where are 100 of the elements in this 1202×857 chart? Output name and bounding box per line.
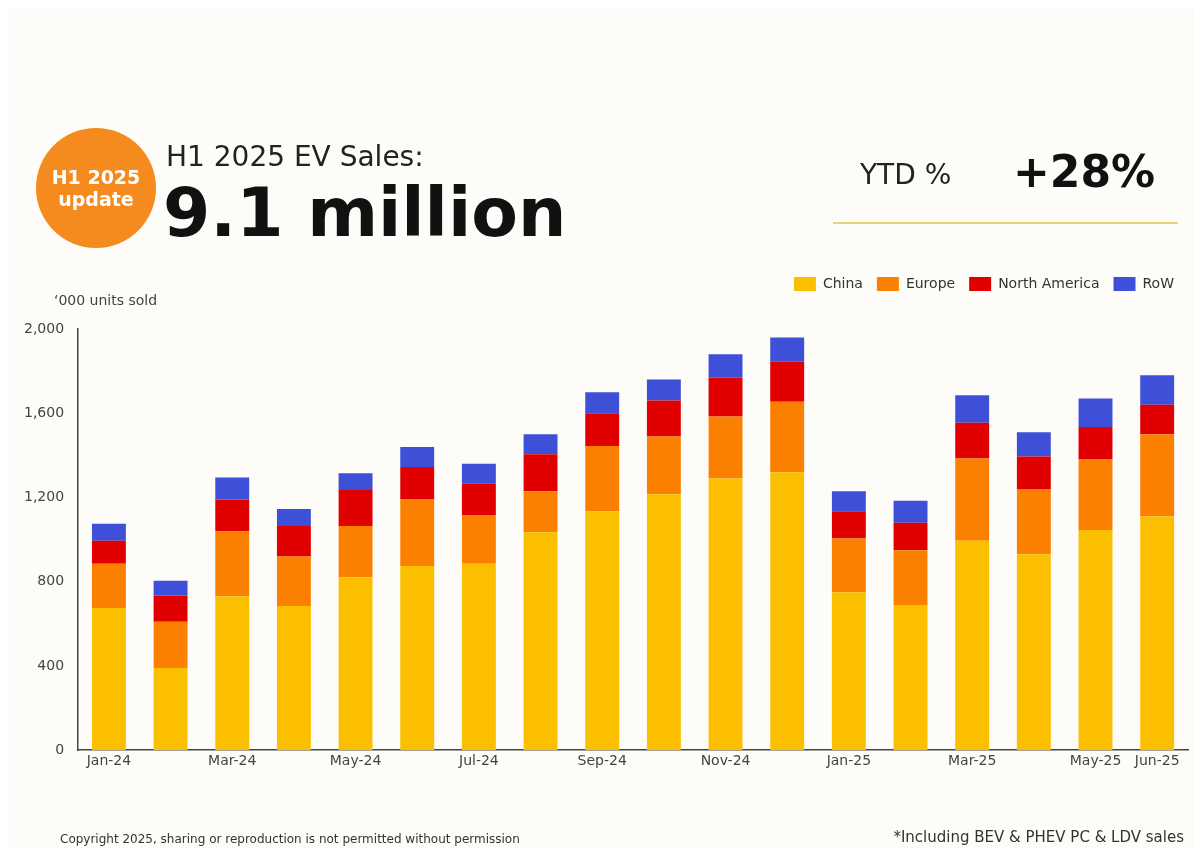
- bar: [215, 531, 250, 597]
- text: Copyright 2025, sharing or reproduction is not permitted without permission: [60, 832, 520, 846]
- bar: [338, 473, 373, 491]
- bar: [338, 490, 373, 526]
- bar: [1140, 434, 1175, 517]
- bar: [708, 478, 743, 751]
- bar: [1016, 432, 1051, 457]
- chart-subtitle: 9.1 million: [163, 173, 567, 252]
- bar: [831, 491, 866, 512]
- bar: [461, 483, 496, 516]
- bar: [585, 511, 620, 751]
- bar: [276, 605, 311, 751]
- bar: [153, 621, 188, 669]
- bar: [646, 494, 681, 751]
- text: +28%: [1013, 146, 1156, 197]
- x-tick-label: Jun-25: [1133, 752, 1180, 769]
- bar: [893, 500, 928, 523]
- bar: [400, 565, 435, 751]
- bar: [153, 595, 188, 622]
- legend-label: China: [822, 274, 863, 291]
- bar: [215, 499, 250, 532]
- bar: [1016, 489, 1051, 555]
- bar: [523, 434, 558, 455]
- bar: [276, 556, 311, 606]
- x-tick-label: Jul-24: [458, 752, 499, 769]
- bar: [523, 532, 558, 751]
- x-tick-label: Jan-24: [85, 752, 132, 769]
- bar: [1140, 375, 1175, 405]
- bar: [955, 540, 990, 751]
- bar: [1078, 530, 1113, 751]
- x-tick-label: May-24: [329, 752, 382, 769]
- bar: [461, 515, 496, 564]
- bar: [955, 422, 990, 459]
- y-tick-label: 1,200: [23, 488, 65, 505]
- bar: [831, 592, 866, 751]
- bar: [585, 392, 620, 414]
- bar: [91, 523, 126, 541]
- bar: [585, 413, 620, 446]
- bar: [893, 522, 928, 551]
- legend-label: Europe: [905, 274, 956, 291]
- text: *Including BEV & PHEV PC & LDV sales: [893, 828, 1184, 846]
- bar: [400, 446, 435, 467]
- bar: [91, 563, 126, 609]
- bar: [1016, 456, 1051, 490]
- bar: [276, 525, 311, 557]
- bar: [1016, 554, 1051, 751]
- bar: [646, 436, 681, 495]
- bar: [893, 604, 928, 751]
- x-tick-label: Sep-24: [577, 752, 627, 769]
- bar: [893, 550, 928, 605]
- y-tick-label: 2,000: [23, 319, 65, 336]
- bar: [523, 454, 558, 492]
- bar: [338, 577, 373, 751]
- bar: [770, 472, 805, 751]
- y-tick-label: 400: [37, 656, 65, 673]
- bar: [955, 395, 990, 423]
- y-tick-label: 0: [55, 740, 65, 757]
- y-axis-title: ‘000 units sold: [54, 292, 158, 308]
- bar: [215, 596, 250, 751]
- bar: [708, 416, 743, 479]
- bar: [708, 354, 743, 378]
- bar: [646, 379, 681, 401]
- bar: [215, 477, 250, 500]
- bar: [1140, 516, 1175, 751]
- bar: [153, 580, 188, 596]
- legend-label: RoW: [1142, 274, 1175, 291]
- bar: [523, 491, 558, 533]
- bar: [831, 511, 866, 539]
- bar: [585, 445, 620, 512]
- bar: [153, 668, 188, 751]
- bar: [338, 525, 373, 578]
- bar: [770, 337, 805, 362]
- bar: [1078, 426, 1113, 460]
- bar: [461, 563, 496, 751]
- bar: [400, 466, 435, 500]
- bar: [276, 509, 311, 526]
- bar: [646, 400, 681, 437]
- bar: [955, 458, 990, 541]
- bar: [91, 540, 126, 564]
- y-tick-label: 800: [37, 572, 65, 589]
- bar: [1078, 459, 1113, 531]
- bar: [831, 538, 866, 593]
- text: H1 2025 update: [51, 166, 141, 210]
- chart-title: H1 2025 EV Sales:: [166, 140, 424, 173]
- bar: [770, 361, 805, 402]
- bar: [1078, 398, 1113, 427]
- bar: [708, 377, 743, 417]
- x-tick-label: Mar-25: [947, 752, 997, 769]
- x-tick-label: Jan-25: [825, 752, 872, 769]
- y-tick-label: 1,600: [23, 403, 65, 420]
- text: YTD %: [860, 158, 952, 191]
- bar: [1140, 404, 1175, 435]
- x-tick-label: Nov-24: [700, 752, 751, 769]
- legend-label: North America: [998, 274, 1100, 291]
- x-tick-label: May-25: [1069, 752, 1122, 769]
- bar: [91, 608, 126, 751]
- bar: [400, 499, 435, 566]
- bar: [770, 401, 805, 473]
- x-tick-label: Mar-24: [208, 752, 257, 769]
- bar: [461, 463, 496, 484]
